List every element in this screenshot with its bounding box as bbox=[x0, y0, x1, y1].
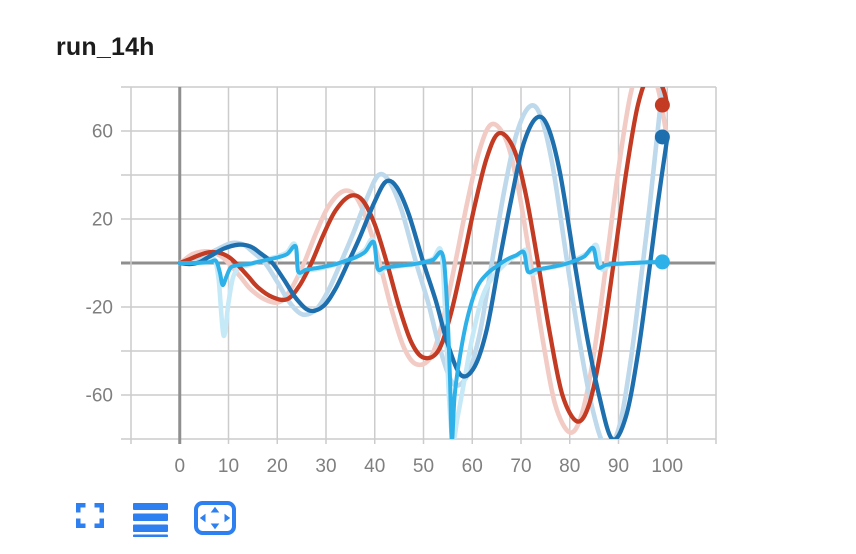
end-point-dot bbox=[654, 254, 670, 270]
pan-zoom-icon bbox=[194, 501, 236, 535]
end-point-dot bbox=[654, 97, 670, 113]
y-tick-label: -20 bbox=[86, 298, 113, 319]
x-tick-label: 50 bbox=[413, 456, 434, 477]
x-tick-label: 80 bbox=[559, 456, 580, 477]
x-tick-label: 0 bbox=[174, 456, 185, 477]
x-tick-label: 70 bbox=[510, 456, 531, 477]
lines-icon bbox=[133, 503, 168, 537]
series-blue_raw bbox=[177, 87, 665, 439]
y-tick-label: -60 bbox=[86, 386, 113, 407]
x-tick-label: 10 bbox=[218, 456, 239, 477]
x-tick-label: 40 bbox=[364, 456, 385, 477]
y-tick-label: 60 bbox=[92, 122, 113, 143]
view-lines-button[interactable] bbox=[133, 503, 168, 537]
series-blue_smoothed bbox=[177, 114, 670, 439]
series-group bbox=[177, 87, 670, 439]
fullscreen-icon bbox=[76, 503, 104, 528]
chart-title: run_14h bbox=[56, 33, 155, 61]
end-point-dot bbox=[654, 129, 670, 145]
pan-zoom-button[interactable] bbox=[194, 501, 236, 535]
x-tick-label: 100 bbox=[651, 456, 683, 477]
x-tick-label: 90 bbox=[608, 456, 629, 477]
x-tick-label: 60 bbox=[462, 456, 483, 477]
x-tick-label: 20 bbox=[267, 456, 288, 477]
fullscreen-button[interactable] bbox=[76, 503, 104, 528]
series-cyan_smoothed bbox=[177, 239, 670, 439]
y-tick-label: 20 bbox=[92, 210, 113, 231]
x-tick-label: 30 bbox=[315, 456, 336, 477]
